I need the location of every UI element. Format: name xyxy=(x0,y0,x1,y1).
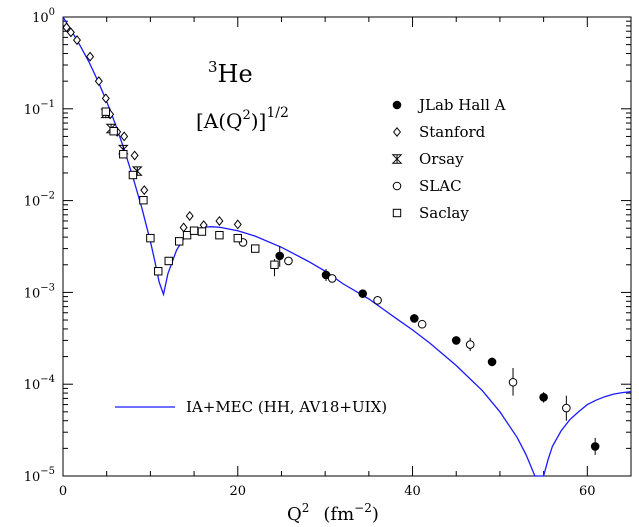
y-tick-label: 10−5 xyxy=(24,466,55,485)
title-form-sup: 2 xyxy=(242,108,250,123)
saclay-point xyxy=(197,227,207,236)
stanford-point xyxy=(233,219,242,230)
title-form-open: [A(Q xyxy=(196,109,242,133)
slac-point xyxy=(465,340,475,349)
saclay-point xyxy=(164,256,173,266)
y-tick-label: 10−4 xyxy=(24,374,55,393)
slac-point xyxy=(284,256,293,266)
stanford-point xyxy=(66,27,75,38)
legend-label-orsay: Orsay xyxy=(419,150,464,168)
stanford-point xyxy=(120,131,129,142)
legend-marker-saclay xyxy=(392,208,402,218)
stanford-point xyxy=(94,76,103,87)
x-label-unit-close: ) xyxy=(372,504,379,525)
y-tick-label: 10−1 xyxy=(24,99,55,118)
saclay-point xyxy=(189,226,199,235)
legend-label-jlab-hall-a: JLab Hall A xyxy=(417,96,506,114)
stanford-point xyxy=(130,150,139,161)
legend-marker-jlab-hall-a xyxy=(392,100,402,110)
legend: JLab Hall A Stanford Orsay SLAC Saclay IA+MEC… xyxy=(115,96,506,416)
plot-frame xyxy=(62,16,632,477)
theory-curve-layer xyxy=(62,16,632,477)
legend-marker-orsay xyxy=(391,154,403,164)
slac-point xyxy=(327,274,337,283)
stanford-point xyxy=(101,93,110,104)
stanford-point xyxy=(179,222,188,233)
legend-label-slac: SLAC xyxy=(419,177,462,195)
jlab-hall-a-point xyxy=(451,336,461,345)
stanford-point xyxy=(62,22,71,33)
legend-label-stanford: Stanford xyxy=(419,123,486,141)
legend-label-curve: IA+MEC (HH, AV18+UIX) xyxy=(186,398,387,416)
saclay-point xyxy=(128,170,138,180)
theory-curve xyxy=(62,16,632,477)
title-nucleus: 3He xyxy=(208,58,253,88)
x-tick-label: 0 xyxy=(59,484,67,499)
stanford-point xyxy=(185,210,194,221)
y-tick-label: 100 xyxy=(32,7,55,26)
tick-labels: 0 20 40 60 100 10−1 10−2 10−3 10−4 10−5 xyxy=(24,7,596,499)
x-tick-label: 20 xyxy=(229,484,246,499)
saclay-point xyxy=(233,233,242,243)
x-label-unit-sup: −2 xyxy=(354,501,372,515)
saclay-point xyxy=(251,244,260,253)
legend-label-saclay: Saclay xyxy=(419,204,469,222)
x-label-sup: 2 xyxy=(302,501,310,515)
saclay-point xyxy=(146,233,155,243)
jlab-hall-a-point xyxy=(358,289,368,298)
legend-marker-slac xyxy=(392,181,402,191)
jlab-hall-a-point xyxy=(275,251,285,261)
saclay-point xyxy=(215,230,224,240)
x-axis-label: Q2 (fm−2) xyxy=(287,501,379,525)
saclay-point xyxy=(182,230,192,240)
title-form-exp: 1/2 xyxy=(266,105,289,121)
slac-point xyxy=(508,377,518,387)
saclay-point xyxy=(109,127,118,136)
title-form-close: )] xyxy=(251,109,267,133)
slac-point xyxy=(417,319,427,329)
stanford-point xyxy=(86,51,95,62)
axis-ticks xyxy=(62,16,632,477)
slac-point xyxy=(562,403,571,413)
stanford-point xyxy=(72,35,81,46)
legend-marker-stanford xyxy=(392,126,402,138)
y-tick-label: 10−3 xyxy=(24,282,55,301)
saclay-point xyxy=(154,267,163,276)
title-element: He xyxy=(218,60,253,88)
saclay-point xyxy=(101,107,111,116)
saclay-point xyxy=(139,196,148,205)
saclay-point xyxy=(270,260,279,269)
slac-point xyxy=(373,296,382,305)
jlab-hall-a-point xyxy=(590,442,600,451)
x-label-main: Q xyxy=(287,504,302,525)
stanford-point xyxy=(215,215,224,226)
data-points-layer xyxy=(62,22,600,455)
jlab-hall-a-point xyxy=(409,314,419,323)
saclay-point xyxy=(175,237,184,246)
jlab-hall-a-point xyxy=(539,392,548,402)
y-tick-label: 10−2 xyxy=(24,191,55,210)
saclay-point xyxy=(119,150,128,159)
title-mass-number: 3 xyxy=(208,58,218,76)
x-tick-label: 60 xyxy=(579,484,596,499)
x-tick-label: 40 xyxy=(404,484,421,499)
x-label-unit: (fm xyxy=(323,504,354,525)
title-form-factor: [A(Q2)]1/2 xyxy=(196,105,289,133)
jlab-hall-a-point xyxy=(487,357,497,367)
stanford-point xyxy=(140,185,149,196)
